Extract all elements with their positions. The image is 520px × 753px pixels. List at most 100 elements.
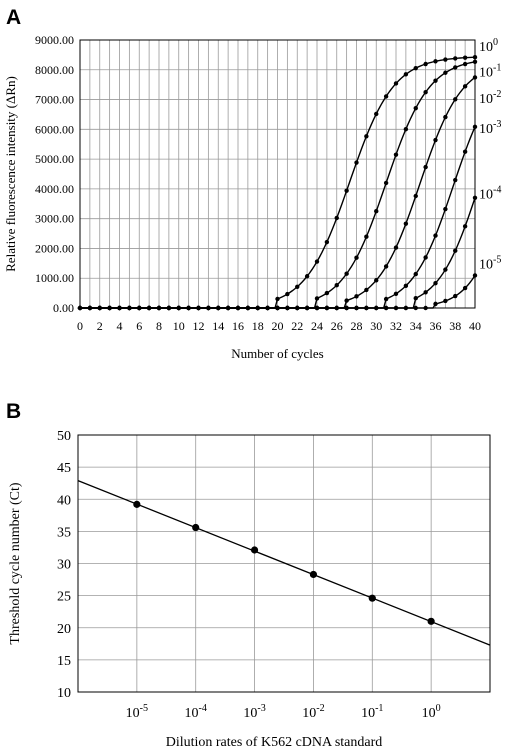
panel-a-data-point [206, 305, 211, 311]
panel-a-data-point [453, 65, 458, 70]
panel-b-data-point [309, 570, 318, 579]
panel-b-data-point [368, 594, 376, 602]
panel-b-y-tick-label: 15 [57, 654, 71, 669]
panel-b-x-tick-label: 100 [422, 703, 441, 721]
panel-a-data-point [245, 305, 251, 311]
panel-a-data-point [423, 255, 428, 260]
panel-a-data-point [403, 283, 409, 289]
panel-b-y-tick-label: 20 [57, 622, 71, 637]
panel-a-data-point [275, 296, 280, 302]
panel-a-data-point [423, 290, 428, 295]
panel-a-x-tick-label: 0 [77, 319, 83, 333]
panel-b-x-tick-labels: 10-5 10-4 10-3 10-2 10-1 100 [126, 703, 441, 721]
panel-a-data-point [462, 224, 468, 229]
panel-b-points [133, 500, 435, 625]
panel-a-data-point [374, 209, 379, 214]
panel-a-data-point [472, 273, 478, 278]
panel-a-y-tick-labels: 0.00 1000.00 2000.00 3000.00 4000.00 5000.00 6… [35, 33, 74, 315]
panel-a-data-point [383, 180, 389, 186]
panel-b-x-tick-label: 10-3 [243, 703, 265, 721]
panel-a-data-point [453, 97, 458, 102]
panel-a-data-point [107, 305, 112, 311]
panel-a-data-point [285, 291, 290, 297]
panel-a-data-point [176, 305, 181, 311]
panel-a-data-point [443, 298, 448, 304]
panel-a-data-point [354, 305, 359, 311]
panel-a-data-point [462, 285, 468, 291]
panel-a-series-label: 10-2 [479, 89, 501, 107]
panel-a-data-point [235, 305, 241, 311]
panel-a-x-tick-label: 20 [272, 319, 284, 333]
panel-b-y-tick-label: 25 [57, 590, 71, 605]
panel-a-data-point [97, 305, 102, 311]
panel-a-data-point [314, 259, 320, 264]
panel-a-data-point [146, 305, 152, 311]
panel-a-y-tick-label: 5000.00 [35, 152, 74, 166]
panel-a-data-point [443, 57, 448, 62]
panel-a-data-point [413, 296, 418, 301]
panel-b-y-tick-label: 35 [57, 525, 71, 540]
panel-a-data-point [354, 160, 359, 165]
panel-a-data-point [225, 305, 231, 311]
panel-a-data-point [304, 305, 310, 311]
panel-a-data-point [433, 59, 438, 64]
panel-a-x-tick-label: 12 [193, 319, 205, 333]
panel-a-data-point [314, 305, 320, 311]
panel-a-data-point [216, 305, 221, 311]
panel-a-data-point [453, 248, 458, 253]
panel-a-data-point [443, 206, 448, 212]
panel-a-data-point [472, 195, 478, 201]
panel-a-data-point [383, 296, 389, 302]
panel-a-series-label: 100 [479, 37, 498, 55]
panel-a-x-tick-label: 34 [410, 319, 422, 333]
panel-a-series-label: 10-5 [479, 254, 501, 272]
panel-a-data-point [354, 294, 359, 299]
panel-a-x-tick-label: 8 [156, 319, 162, 333]
panel-a-data-point [364, 134, 369, 139]
panel-b-plot-area [77, 434, 491, 693]
panel-a-x-tick-label: 16 [232, 319, 244, 333]
panel-a-x-tick-label: 14 [212, 319, 224, 333]
panel-a-data-point [462, 55, 468, 60]
panel-a-data-point [433, 78, 438, 83]
panel-a-x-tick-label: 18 [252, 319, 264, 333]
panel-a-data-point [324, 305, 330, 311]
panel-a-data-point [472, 55, 478, 60]
panel-b-y-tick-label: 45 [57, 461, 71, 476]
panel-a-data-point [413, 271, 418, 277]
panel-a-x-tick-label: 38 [449, 319, 461, 333]
panel-a-data-point [383, 305, 389, 311]
panel-a-data-point [423, 61, 428, 67]
panel-a-data-point [295, 305, 300, 311]
panel-a-data-point [423, 305, 428, 311]
panel-a-data-point [393, 152, 399, 157]
panel-a-y-tick-label: 2000.00 [35, 241, 74, 255]
panel-a-data-point [393, 81, 399, 86]
panel-a-data-point [344, 271, 349, 276]
panel-a-data-point [433, 301, 438, 307]
panel-a-x-tick-label: 28 [351, 319, 363, 333]
panel-a-data-point [87, 305, 93, 311]
panel-b-fit-line [77, 480, 491, 646]
panel-a-data-point [443, 267, 448, 272]
panel-a-data-point [196, 305, 201, 311]
panel-a-data-point [275, 305, 280, 311]
panel-a-y-tick-label: 6000.00 [35, 122, 74, 136]
panel-a-x-tick-label: 22 [291, 319, 303, 333]
panel-a-data-point [324, 239, 330, 245]
panel-a-data-point [462, 149, 468, 154]
panel-a-x-tick-label: 36 [430, 319, 442, 333]
panel-a-data-point [334, 305, 339, 311]
panel-b-x-tick-label: 10-5 [126, 703, 148, 721]
panel-a-data-point [324, 290, 330, 296]
panel-a-y-tick-label: 0.00 [53, 301, 74, 315]
panel-a-data-point [186, 305, 191, 311]
panel-a-x-tick-label: 2 [97, 319, 103, 333]
panel-a-data-point [403, 72, 409, 77]
panel-a-x-tick-label: 32 [390, 319, 402, 333]
panel-a-data-point [374, 111, 379, 117]
panel-a-data-point [314, 296, 320, 301]
panel-a-data-point [403, 221, 409, 226]
panel-a-data-point [156, 305, 162, 311]
panel-a-data-point [423, 164, 428, 170]
